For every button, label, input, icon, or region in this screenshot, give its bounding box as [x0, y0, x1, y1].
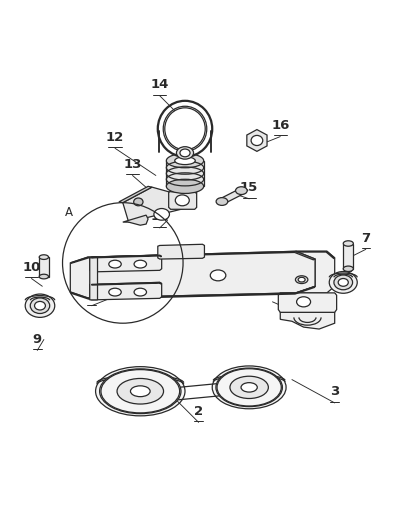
Polygon shape	[278, 293, 337, 312]
Ellipse shape	[338, 279, 348, 286]
Polygon shape	[39, 257, 49, 277]
Polygon shape	[71, 286, 315, 299]
Ellipse shape	[175, 157, 195, 164]
Ellipse shape	[212, 366, 286, 409]
Ellipse shape	[109, 260, 121, 268]
Ellipse shape	[100, 369, 181, 413]
Text: 3: 3	[330, 385, 339, 398]
Ellipse shape	[296, 297, 311, 307]
Ellipse shape	[166, 153, 204, 168]
Ellipse shape	[230, 376, 269, 398]
Text: 7: 7	[361, 232, 370, 245]
Ellipse shape	[30, 298, 50, 314]
Text: 10: 10	[22, 261, 40, 274]
Text: 13: 13	[124, 158, 142, 171]
Ellipse shape	[39, 274, 49, 279]
Ellipse shape	[166, 179, 204, 194]
Text: 11: 11	[151, 210, 169, 223]
Text: 15: 15	[240, 181, 258, 194]
Text: 1: 1	[326, 276, 335, 289]
Ellipse shape	[216, 198, 228, 205]
Polygon shape	[71, 251, 315, 263]
Text: 16: 16	[271, 119, 290, 132]
Ellipse shape	[117, 378, 164, 404]
Polygon shape	[220, 188, 245, 204]
Ellipse shape	[101, 370, 180, 413]
Text: 9: 9	[33, 333, 42, 346]
Ellipse shape	[134, 260, 147, 268]
Ellipse shape	[154, 208, 169, 220]
Ellipse shape	[109, 288, 121, 296]
Polygon shape	[247, 129, 267, 151]
Polygon shape	[343, 243, 353, 269]
Polygon shape	[123, 187, 189, 222]
Ellipse shape	[334, 275, 353, 290]
Ellipse shape	[251, 135, 263, 146]
Ellipse shape	[210, 270, 226, 281]
Ellipse shape	[39, 255, 49, 259]
Ellipse shape	[180, 149, 190, 157]
Ellipse shape	[130, 386, 150, 397]
Polygon shape	[168, 191, 197, 209]
Ellipse shape	[236, 187, 247, 195]
Polygon shape	[280, 312, 335, 329]
Text: 2: 2	[194, 405, 203, 418]
Text: A: A	[64, 206, 72, 219]
Ellipse shape	[34, 301, 45, 310]
Text: 14: 14	[151, 78, 169, 91]
Polygon shape	[166, 161, 204, 186]
Polygon shape	[90, 257, 98, 300]
Text: 5: 5	[318, 263, 328, 276]
Ellipse shape	[295, 276, 308, 283]
Text: 4: 4	[299, 298, 308, 311]
Ellipse shape	[343, 266, 353, 271]
Ellipse shape	[217, 369, 281, 406]
Ellipse shape	[175, 195, 189, 206]
Polygon shape	[92, 255, 162, 258]
Ellipse shape	[25, 294, 55, 317]
Ellipse shape	[216, 368, 282, 407]
Ellipse shape	[343, 241, 353, 246]
Text: 12: 12	[106, 130, 124, 144]
Ellipse shape	[329, 271, 357, 293]
Polygon shape	[296, 251, 335, 259]
Polygon shape	[70, 251, 315, 298]
Ellipse shape	[241, 383, 257, 392]
Ellipse shape	[96, 366, 185, 416]
Polygon shape	[90, 282, 162, 300]
Polygon shape	[92, 282, 162, 285]
Polygon shape	[123, 215, 148, 225]
Ellipse shape	[134, 198, 143, 206]
Ellipse shape	[177, 147, 194, 159]
Polygon shape	[296, 251, 335, 293]
Polygon shape	[158, 244, 205, 259]
Text: 8: 8	[87, 288, 96, 301]
Polygon shape	[171, 191, 197, 193]
Ellipse shape	[298, 277, 305, 282]
Text: 6: 6	[342, 255, 351, 268]
Ellipse shape	[134, 288, 147, 296]
Polygon shape	[90, 255, 162, 272]
Polygon shape	[119, 186, 152, 203]
Ellipse shape	[165, 108, 205, 150]
